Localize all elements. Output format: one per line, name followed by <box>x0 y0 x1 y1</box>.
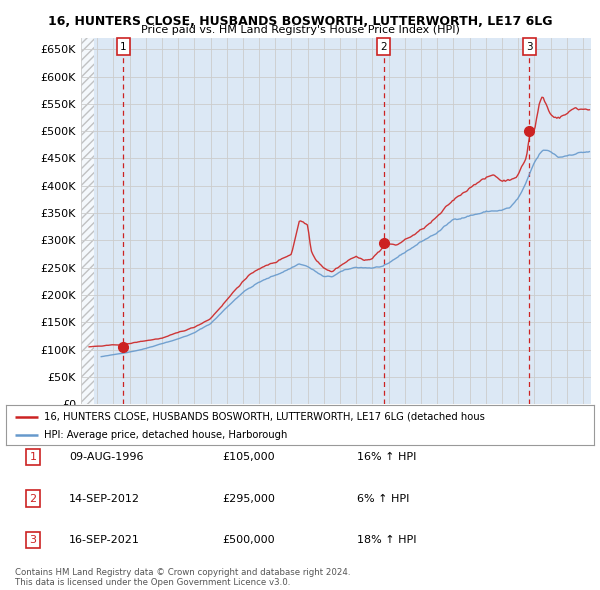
Text: HPI: Average price, detached house, Harborough: HPI: Average price, detached house, Harb… <box>44 431 287 440</box>
Text: 16, HUNTERS CLOSE, HUSBANDS BOSWORTH, LUTTERWORTH, LE17 6LG (detached hous: 16, HUNTERS CLOSE, HUSBANDS BOSWORTH, LU… <box>44 412 485 422</box>
Text: 6% ↑ HPI: 6% ↑ HPI <box>357 494 409 503</box>
Text: 2: 2 <box>29 494 37 503</box>
Text: £295,000: £295,000 <box>222 494 275 503</box>
Text: 18% ↑ HPI: 18% ↑ HPI <box>357 535 416 545</box>
Text: 3: 3 <box>526 41 533 51</box>
Bar <box>81 38 94 404</box>
Text: Price paid vs. HM Land Registry's House Price Index (HPI): Price paid vs. HM Land Registry's House … <box>140 25 460 35</box>
Text: £500,000: £500,000 <box>222 535 275 545</box>
Text: 2: 2 <box>380 41 387 51</box>
Text: £105,000: £105,000 <box>222 453 275 462</box>
Text: 16-SEP-2021: 16-SEP-2021 <box>69 535 140 545</box>
Text: 16% ↑ HPI: 16% ↑ HPI <box>357 453 416 462</box>
Text: 16, HUNTERS CLOSE, HUSBANDS BOSWORTH, LUTTERWORTH, LE17 6LG: 16, HUNTERS CLOSE, HUSBANDS BOSWORTH, LU… <box>48 15 552 28</box>
Text: 14-SEP-2012: 14-SEP-2012 <box>69 494 140 503</box>
Text: 3: 3 <box>29 535 37 545</box>
Text: 1: 1 <box>29 453 37 462</box>
Text: 09-AUG-1996: 09-AUG-1996 <box>69 453 143 462</box>
Text: Contains HM Land Registry data © Crown copyright and database right 2024.
This d: Contains HM Land Registry data © Crown c… <box>15 568 350 587</box>
Text: 1: 1 <box>120 41 127 51</box>
